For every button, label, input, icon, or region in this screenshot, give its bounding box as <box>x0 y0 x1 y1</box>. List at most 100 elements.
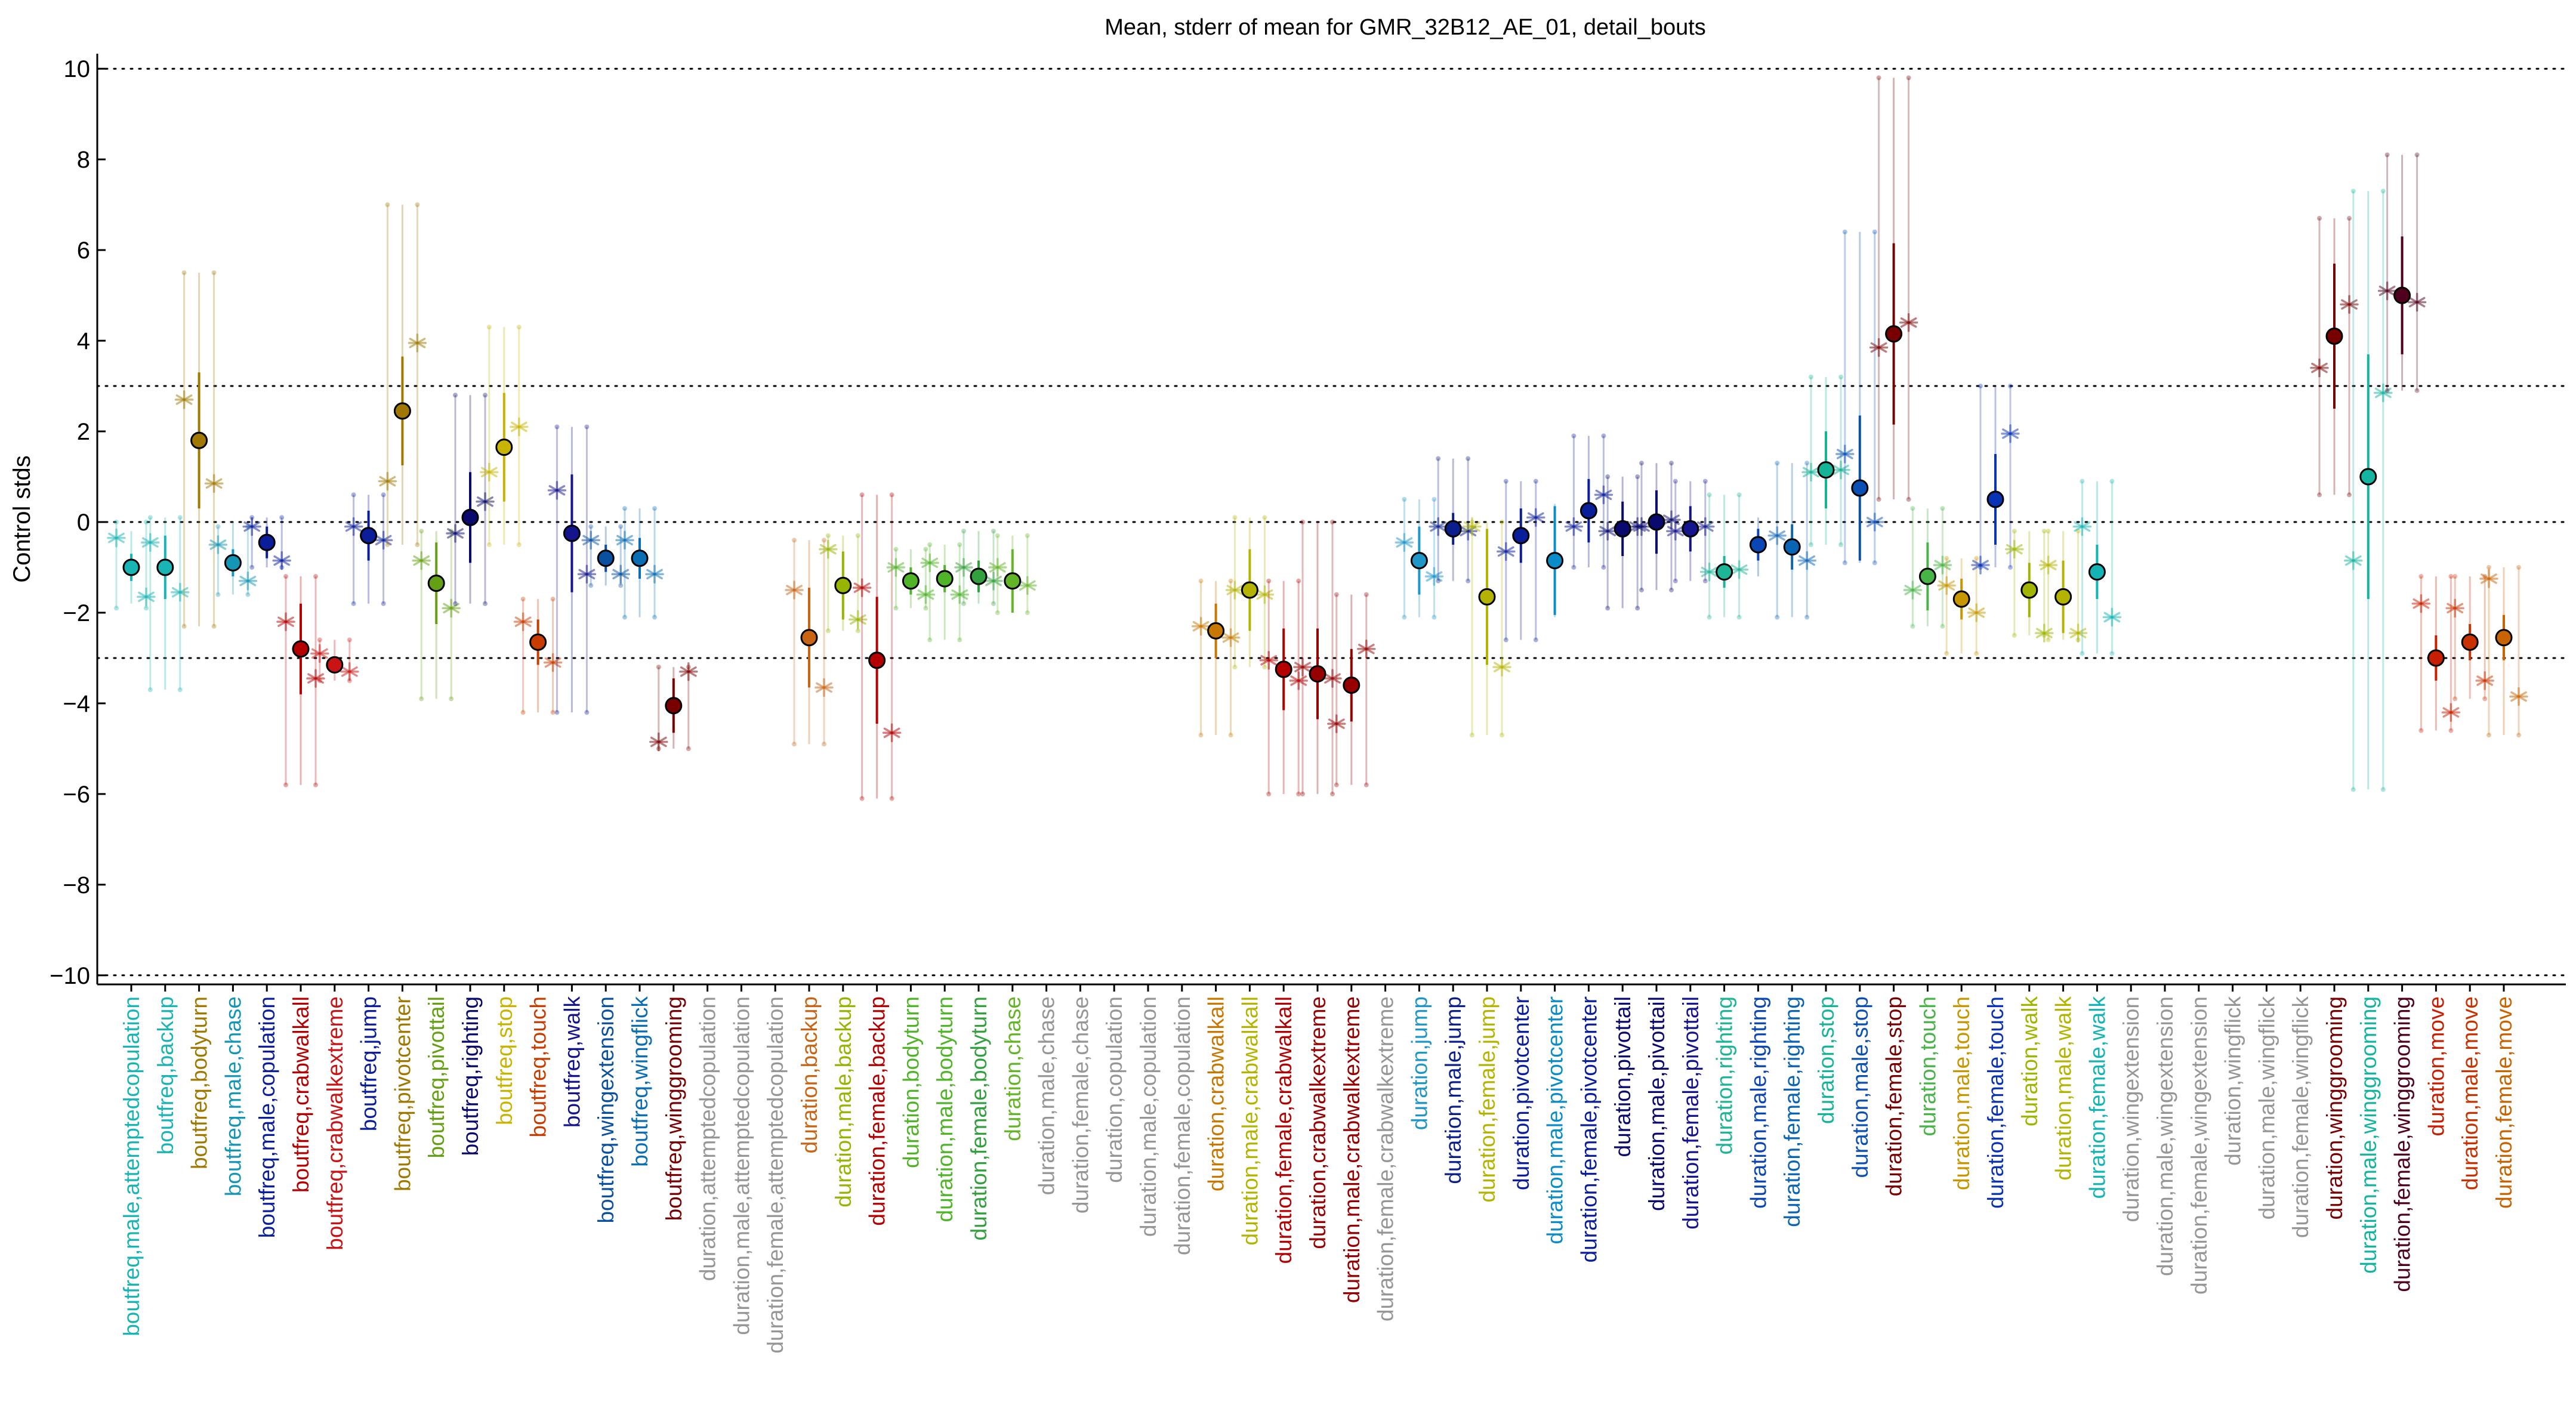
summary-star-marker <box>1801 462 1821 482</box>
summary-star-marker <box>2310 358 2329 378</box>
range-end-dot <box>2012 632 2017 638</box>
mean-marker <box>1918 567 1936 585</box>
summary-star-marker <box>1221 628 1241 647</box>
summary-star-marker <box>2509 687 2528 706</box>
range-end-dot <box>147 687 153 693</box>
mean-marker <box>970 567 988 585</box>
summary-star-marker <box>408 334 427 353</box>
category-marks-6 <box>310 637 359 683</box>
category-marks-5 <box>276 574 325 788</box>
summary-star-marker <box>1729 560 1749 579</box>
range-end-dot <box>2080 651 2085 656</box>
summary-star-marker <box>2377 281 2397 301</box>
category-marks-2 <box>174 270 224 629</box>
x-tick-label: duration,male,chase <box>1035 996 1059 1195</box>
range-end-dot <box>2109 478 2115 484</box>
range-end-dot <box>283 782 288 788</box>
mean-marker <box>1614 520 1631 538</box>
category-marks-67 <box>2377 152 2427 393</box>
summary-star-marker <box>171 583 190 602</box>
summary-star-marker <box>988 558 1007 577</box>
category-marks-54 <box>1937 555 1986 656</box>
summary-star-marker <box>819 539 838 559</box>
x-tick-label: duration,chase <box>1001 996 1025 1141</box>
mean-marker <box>360 527 378 545</box>
mean-marker <box>1309 665 1326 683</box>
range-end-dot <box>2452 574 2458 579</box>
summary-star-marker <box>1899 313 1918 332</box>
range-end-dot <box>385 202 390 208</box>
mean-marker <box>1444 520 1462 538</box>
summary-star-marker <box>340 662 359 681</box>
range-end-dot <box>453 393 458 398</box>
x-tick-label: duration,move <box>2424 996 2448 1136</box>
summary-star-marker <box>272 551 291 570</box>
range-end-dot <box>2516 733 2521 738</box>
range-end-dot <box>1262 665 1267 670</box>
range-end-dot <box>622 615 627 620</box>
x-tick-label: boutfreq,jump <box>357 996 381 1131</box>
range-end-dot <box>792 538 797 543</box>
range-end-dot <box>2012 529 2017 534</box>
range-end-dot <box>2380 189 2386 194</box>
category-marks-45 <box>1632 461 1681 592</box>
range-end-dot <box>1804 615 1810 620</box>
chart-title: Mean, stderr of mean for GMR_32B12_AE_01… <box>1105 15 1706 40</box>
mean-marker <box>2054 588 2072 606</box>
summary-star-marker <box>1191 617 1211 636</box>
range-end-dot <box>588 583 594 588</box>
x-tick-label: boutfreq,stop <box>492 996 517 1125</box>
x-tick-label: duration,male,touch <box>1949 996 1974 1190</box>
y-tick-label: −6 <box>63 782 90 808</box>
summary-star-marker <box>344 517 363 536</box>
range-end-dot <box>245 592 251 597</box>
summary-star-marker <box>1395 533 1414 552</box>
range-end-dot <box>1363 782 1369 788</box>
summary-star-marker <box>1564 517 1584 536</box>
mean-marker <box>868 651 886 669</box>
category-marks-51 <box>1835 229 1884 566</box>
range-end-dot <box>618 524 624 529</box>
mean-marker <box>393 402 411 420</box>
mean-marker <box>224 554 242 572</box>
category-marks-3 <box>208 522 258 597</box>
summary-star-marker <box>1696 517 1715 536</box>
range-end-dot <box>2046 529 2051 534</box>
summary-star-marker <box>1662 510 1681 529</box>
mean-marker <box>529 633 547 651</box>
y-tick-label: −8 <box>63 872 90 898</box>
x-tick-label: boutfreq,touch <box>526 996 551 1138</box>
mean-marker <box>2359 468 2377 486</box>
category-marks-70 <box>2479 564 2528 738</box>
y-tick-label: 2 <box>77 419 90 445</box>
range-end-dot <box>1635 606 1640 611</box>
range-end-dot <box>351 492 356 498</box>
x-tick-label: duration,bodyturn <box>899 996 923 1168</box>
mean-marker <box>190 431 208 449</box>
category-marks-66 <box>2344 189 2393 792</box>
mean-marker <box>1952 590 1970 608</box>
range-end-dot <box>181 270 187 276</box>
range-end-dot <box>2414 388 2420 393</box>
range-end-dot <box>1025 610 1030 615</box>
summary-star-marker <box>2340 295 2359 314</box>
summary-star-marker <box>1797 551 1816 570</box>
summary-star-marker <box>954 558 973 577</box>
range-end-dot <box>1707 615 1712 620</box>
range-end-dot <box>652 506 657 511</box>
x-tick-label: duration,female,backup <box>865 996 890 1226</box>
range-end-dot <box>144 520 149 524</box>
range-end-dot <box>1334 782 1339 788</box>
range-end-dot <box>114 606 119 611</box>
summary-star-marker <box>2411 594 2431 613</box>
range-end-dot <box>550 597 556 602</box>
summary-star-marker <box>2068 623 2088 643</box>
summary-star-marker <box>543 653 563 672</box>
range-end-dot <box>177 515 183 520</box>
range-end-dot <box>622 506 627 511</box>
x-tick-label: boutfreq,crabwalkall <box>289 996 313 1193</box>
category-marks-65 <box>2310 215 2359 498</box>
category-marks-32 <box>1191 578 1241 738</box>
range-end-dot <box>449 696 454 702</box>
